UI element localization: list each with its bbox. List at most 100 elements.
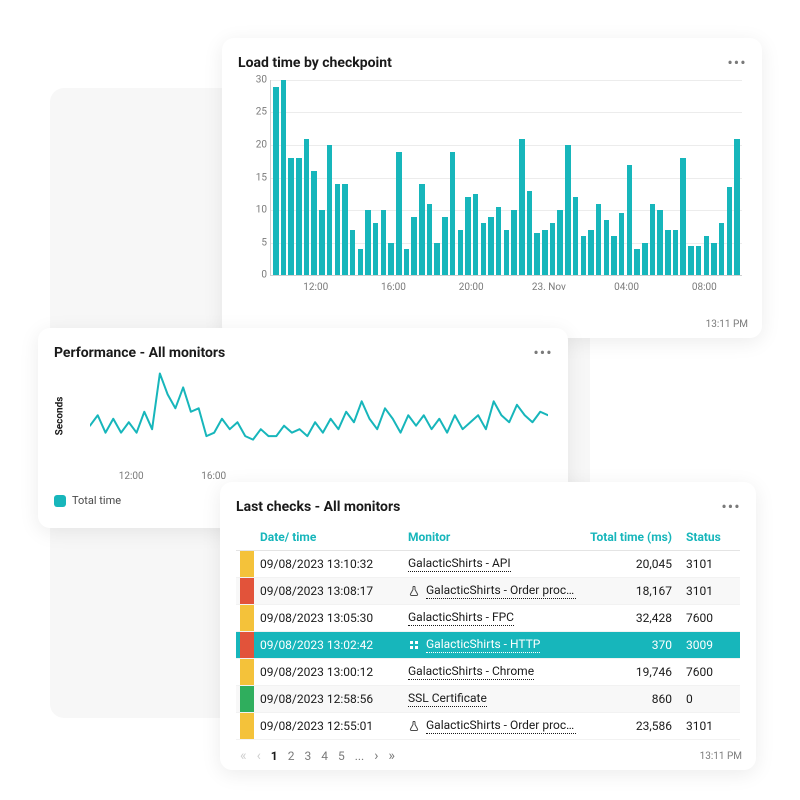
cell-status-code: 0	[686, 692, 736, 706]
bar	[319, 210, 325, 275]
cell-monitor[interactable]: GalacticShirts - API	[408, 556, 576, 572]
bar	[358, 249, 364, 275]
card-last-checks: Last checks - All monitors ••• Date/ tim…	[220, 482, 756, 770]
cell-monitor[interactable]: GalacticShirts - Chrome	[408, 664, 576, 680]
table-row[interactable]: 09/08/2023 13:02:42GalacticShirts - HTTP…	[236, 632, 740, 659]
bar	[404, 249, 410, 275]
col-date-header[interactable]: Date/ time	[254, 530, 408, 544]
cell-monitor[interactable]: SSL Certificate	[408, 691, 576, 707]
bar	[327, 145, 333, 275]
cell-monitor[interactable]: GalacticShirts - Order process	[408, 583, 576, 599]
table-row[interactable]: 09/08/2023 12:58:56SSL Certificate8600	[236, 686, 740, 713]
cell-status-code: 3101	[686, 557, 736, 571]
cell-monitor[interactable]: GalacticShirts - FPC	[408, 610, 576, 626]
bar	[696, 246, 702, 275]
bar	[473, 194, 479, 275]
bar	[273, 87, 279, 276]
col-status-header[interactable]: Status	[686, 530, 736, 544]
flask-icon	[408, 720, 420, 732]
pager-page[interactable]: 3	[304, 749, 311, 763]
bar	[680, 158, 686, 275]
bar	[373, 223, 379, 275]
cell-monitor[interactable]: GalacticShirts - Order process	[408, 718, 576, 734]
bar	[465, 197, 471, 275]
pager-page[interactable]: 2	[288, 749, 295, 763]
status-chip	[240, 578, 254, 604]
bar	[481, 223, 487, 275]
y-tick-label: 0	[247, 270, 267, 281]
bar	[288, 158, 294, 275]
table-row[interactable]: 09/08/2023 12:55:01GalacticShirts - Orde…	[236, 713, 740, 740]
pager-first: «	[240, 748, 247, 764]
cell-date: 09/08/2023 13:00:12	[254, 665, 408, 679]
bar	[619, 213, 625, 275]
pager-page[interactable]: 1	[271, 749, 278, 763]
y-tick-label: 5	[247, 237, 267, 248]
bar	[519, 139, 525, 276]
col-monitor-header[interactable]: Monitor	[408, 530, 576, 544]
bar	[542, 230, 548, 276]
cell-total-time: 860	[576, 692, 686, 706]
status-chip	[240, 686, 254, 712]
bar	[419, 184, 425, 275]
bar	[311, 171, 317, 275]
bar	[557, 210, 563, 275]
pager-next[interactable]: ›	[374, 748, 378, 764]
pager-last[interactable]: »	[388, 748, 395, 764]
bar	[365, 210, 371, 275]
more-icon[interactable]: •••	[728, 54, 746, 72]
x-tick-label: 12:00	[303, 282, 328, 293]
bar	[611, 236, 617, 275]
bar	[727, 187, 733, 275]
bar	[573, 197, 579, 275]
table-row[interactable]: 09/08/2023 13:00:12GalacticShirts - Chro…	[236, 659, 740, 686]
col-time-header[interactable]: Total time (ms)	[576, 530, 686, 544]
bar	[381, 210, 387, 275]
cell-monitor[interactable]: GalacticShirts - HTTP	[408, 637, 576, 653]
bar	[704, 236, 710, 275]
checks-table: Date/ time Monitor Total time (ms) Statu…	[236, 524, 740, 740]
legend-label: Total time	[72, 494, 121, 507]
bar	[281, 80, 287, 275]
x-tick-label: 08:00	[692, 282, 717, 293]
bar	[396, 152, 402, 276]
performance-chart: Seconds 12:0016:00	[60, 370, 548, 486]
table-row[interactable]: 09/08/2023 13:05:30GalacticShirts - FPC3…	[236, 605, 740, 632]
cell-total-time: 19,746	[576, 665, 686, 679]
bar	[719, 223, 725, 275]
bar	[388, 243, 394, 275]
cell-total-time: 20,045	[576, 557, 686, 571]
cell-total-time: 18,167	[576, 584, 686, 598]
cell-date: 09/08/2023 13:08:17	[254, 584, 408, 598]
more-icon[interactable]: •••	[534, 344, 552, 362]
timestamp: 13:11 PM	[706, 319, 748, 330]
cell-total-time: 370	[576, 638, 686, 652]
cell-date: 09/08/2023 12:58:56	[254, 692, 408, 706]
card-title: Performance - All monitors	[54, 345, 225, 361]
card-title: Last checks - All monitors	[236, 499, 400, 515]
x-tick-label: 20:00	[459, 282, 484, 293]
table-row[interactable]: 09/08/2023 13:10:32GalacticShirts - API2…	[236, 551, 740, 578]
status-chip	[240, 551, 254, 577]
table-row[interactable]: 09/08/2023 13:08:17GalacticShirts - Orde…	[236, 578, 740, 605]
pager-page[interactable]: 4	[321, 749, 328, 763]
y-tick-label: 10	[247, 204, 267, 215]
pager-page[interactable]: 5	[338, 749, 345, 763]
cell-date: 09/08/2023 13:02:42	[254, 638, 408, 652]
bar	[734, 139, 740, 276]
status-chip	[240, 659, 254, 685]
bar	[488, 217, 494, 276]
cell-status-code: 3009	[686, 638, 736, 652]
pager-ellipsis: ...	[355, 749, 365, 763]
status-chip	[240, 713, 254, 739]
bar	[504, 230, 510, 276]
bar	[604, 220, 610, 275]
bar	[550, 223, 556, 275]
bar	[335, 184, 341, 275]
load-time-chart: 05101520253012:0016:0020:0023. Nov04:000…	[248, 80, 742, 298]
bar	[458, 230, 464, 276]
cell-date: 09/08/2023 13:10:32	[254, 557, 408, 571]
cell-total-time: 32,428	[576, 611, 686, 625]
more-icon[interactable]: •••	[722, 498, 740, 516]
x-tick-label: 16:00	[201, 471, 226, 482]
